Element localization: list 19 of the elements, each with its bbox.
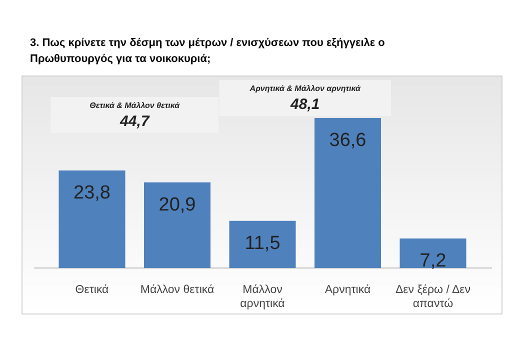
bar [58, 170, 126, 268]
x-tick-label: Θετικά [75, 284, 110, 296]
x-tick-label: Δεν ξέρω / Δεν απαντώ [395, 284, 471, 310]
x-tick-label: Μάλλον αρνητικά [240, 284, 286, 310]
data-label: 11,5 [244, 232, 280, 254]
x-tick-label: Μάλλον θετικά [140, 284, 214, 296]
data-label: 7,2 [420, 250, 446, 272]
bar [400, 238, 466, 268]
bar [144, 182, 210, 268]
callout-box: Θετικά & Μάλλον θετικά 44,7 [50, 97, 218, 133]
annotation: 44,7 [119, 113, 150, 130]
bar [314, 118, 381, 268]
chart-title: 3. Πως κρίνετε την δέσμη των μέτρων / ενισχύσεων που εξήγγειλε ο Πρωθυπουργός για τα νοικοκυριά; [30, 37, 386, 65]
data-label: 23,8 [74, 182, 110, 204]
bar [229, 220, 296, 268]
callout-box: Αρνητικά & Μάλλον αρνητικά 48,1 [219, 80, 391, 116]
x-tick-label: Αρνητικά [324, 284, 371, 296]
data-label: 20,9 [158, 194, 196, 216]
data-label: 36,6 [329, 130, 366, 151]
